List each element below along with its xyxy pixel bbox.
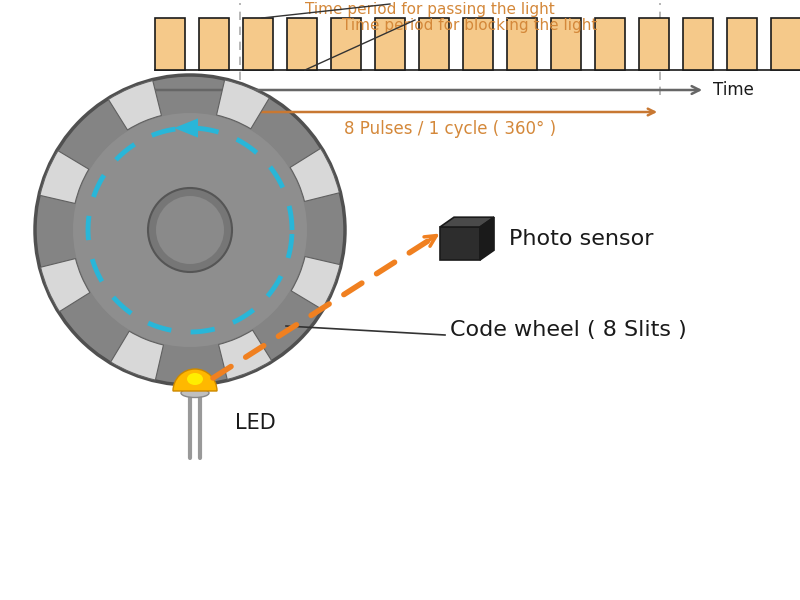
Ellipse shape — [187, 373, 203, 385]
Bar — [375, 18, 405, 70]
Wedge shape — [291, 257, 340, 310]
Text: 8 Pulses / 1 cycle ( 360° ): 8 Pulses / 1 cycle ( 360° ) — [344, 120, 556, 138]
Bar — [287, 18, 317, 70]
Bar — [331, 18, 361, 70]
Bar — [507, 18, 537, 70]
Bar — [440, 227, 480, 260]
Text: Time period for blocking the light: Time period for blocking the light — [342, 18, 598, 33]
Bar — [639, 18, 669, 70]
Bar — [683, 18, 713, 70]
Circle shape — [73, 113, 307, 347]
Wedge shape — [110, 331, 163, 380]
Text: Time: Time — [713, 81, 754, 99]
Wedge shape — [290, 148, 339, 202]
Bar — [595, 18, 625, 70]
Text: Code wheel ( 8 Slits ): Code wheel ( 8 Slits ) — [450, 320, 686, 340]
Bar — [727, 18, 757, 70]
Text: Photo sensor: Photo sensor — [509, 229, 654, 248]
Bar — [463, 18, 493, 70]
Wedge shape — [218, 330, 272, 379]
Bar — [771, 18, 800, 70]
Polygon shape — [480, 217, 494, 260]
Wedge shape — [108, 80, 162, 130]
Polygon shape — [440, 217, 494, 227]
Circle shape — [35, 75, 345, 385]
Circle shape — [156, 196, 224, 264]
Text: LED: LED — [235, 413, 276, 433]
Bar — [243, 18, 273, 70]
Bar — [155, 18, 185, 70]
Circle shape — [148, 188, 232, 272]
Wedge shape — [40, 151, 89, 203]
Wedge shape — [41, 259, 90, 311]
Bar — [419, 18, 449, 70]
Ellipse shape — [181, 389, 209, 397]
Bar — [551, 18, 581, 70]
Polygon shape — [174, 118, 198, 137]
Bar — [199, 18, 229, 70]
Wedge shape — [173, 369, 217, 391]
Text: Time period for passing the light: Time period for passing the light — [305, 2, 555, 17]
Wedge shape — [217, 80, 270, 129]
